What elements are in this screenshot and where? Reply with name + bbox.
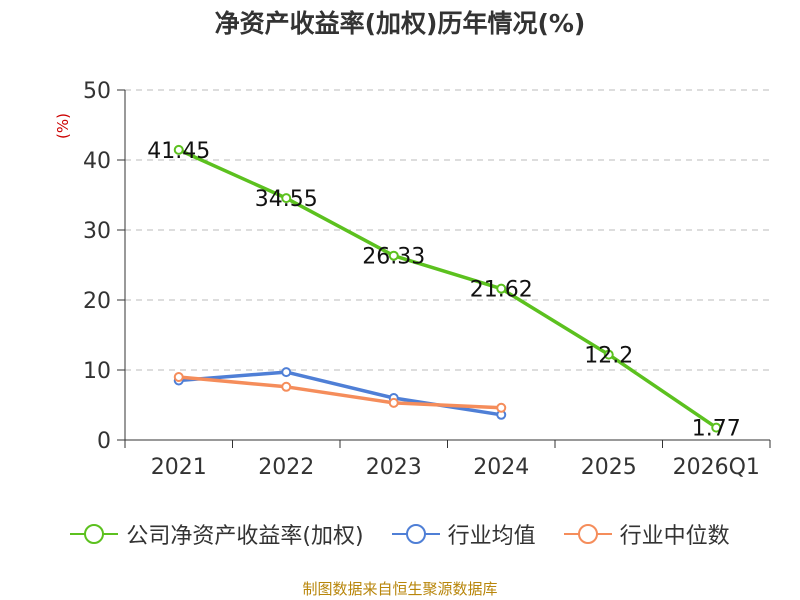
point-industry_median [496,402,507,413]
y-tick-label: 40 [83,149,111,174]
legend-item-industry-median[interactable]: 行业中位数 [563,518,730,550]
y-tick-label: 10 [83,359,111,384]
y-tick-label: 30 [83,219,111,244]
legend-swatch-company-icon [70,524,119,544]
data-label-company: 12.2 [584,344,633,369]
series-line-industry_median [178,375,502,410]
source-note: 制图数据来自恒生聚源数据库 [302,580,498,598]
x-tick-label: 2025 [581,455,637,480]
legend-label-company: 公司净资产收益率(加权) [126,524,364,549]
data-label-company: 41.45 [147,139,210,164]
series-line-company [178,148,718,430]
point-company [603,349,614,360]
axes: 0 10 20 30 40 50 2021 2022 2023 2024 2025 2026Q1 [83,79,771,480]
data-label-company: 1.77 [692,417,741,442]
legend-item-industry-avg[interactable]: 行业均值 [391,518,536,550]
data-label-company: 21.62 [470,278,533,303]
point-company [281,193,292,204]
point-industry_median [281,381,292,392]
y-tick-label: 0 [97,429,111,454]
legend-label-industry-median: 行业中位数 [619,524,730,549]
legend-label-industry-avg: 行业均值 [447,524,536,549]
y-axis-unit-label: (%) [54,113,72,139]
x-tick-label: 2022 [258,455,314,480]
x-tick-label: 2021 [151,455,207,480]
data-label-company: 26.33 [362,245,425,270]
legend-item-company[interactable]: 公司净资产收益率(加权) [70,518,364,550]
point-industry_avg [281,367,292,378]
series-lines [173,144,722,433]
legend-swatch-industry-median-icon [563,524,612,544]
point-company [388,250,399,261]
x-tick-label: 2024 [473,455,529,480]
chart-title: 净资产收益率(加权)历年情况(%) [214,9,586,38]
point-industry_median [388,397,399,408]
point-company [711,422,722,433]
point-company [496,283,507,294]
point-company [173,144,184,155]
x-tick-label: 2026Q1 [673,455,760,480]
grid-lines [125,89,770,371]
y-tick-label: 20 [83,289,111,314]
y-tick-label: 50 [83,79,111,104]
point-industry_median [173,372,184,382]
legend-swatch-industry-avg-icon [391,524,440,544]
data-label-company: 34.55 [255,187,318,212]
legend: 公司净资产收益率(加权) 行业均值 行业中位数 [0,518,800,550]
x-tick-label: 2023 [366,455,422,480]
data-labels: 41.45 34.55 26.33 21.62 12.2 1.77 [147,139,740,442]
